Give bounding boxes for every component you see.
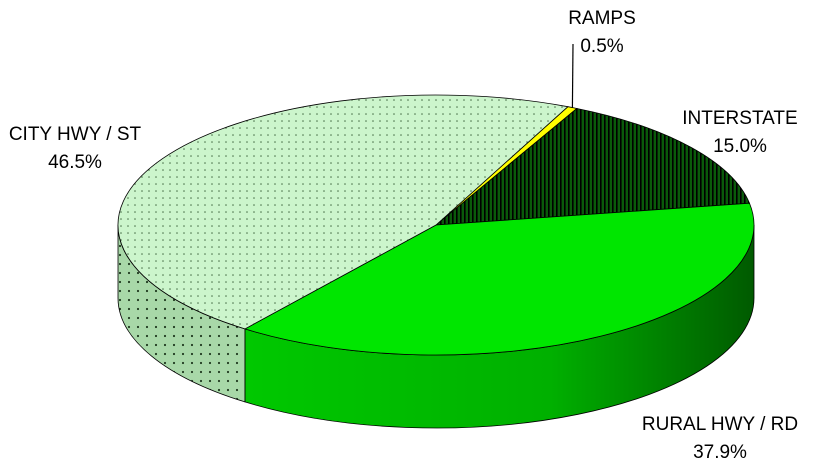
slice-label-city-hwy-st: CITY HWY / ST (9, 124, 142, 145)
slice-value-rural-hwy-rd: 37.9% (693, 442, 747, 463)
slice-interstate (434, 108, 751, 226)
slice-city-hwy-st (117, 94, 569, 330)
pie-slices (117, 94, 755, 356)
slice-labels: RAMPS 0.5% INTERSTATE 15.0% RURAL HWY / RD 37… (9, 8, 798, 463)
slice-value-city-hwy-st: 46.5% (48, 152, 102, 173)
slice-label-interstate: INTERSTATE (682, 108, 797, 129)
slice-value-interstate: 15.0% (713, 136, 767, 157)
leader-lines (571, 43, 574, 108)
leader-line-ramps (571, 43, 574, 108)
slice-rural-hwy-rd (243, 202, 755, 356)
slice-value-ramps: 0.5% (580, 36, 623, 57)
slice-label-ramps: RAMPS (568, 8, 636, 29)
slice-label-rural-hwy-rd: RURAL HWY / RD (642, 414, 798, 435)
